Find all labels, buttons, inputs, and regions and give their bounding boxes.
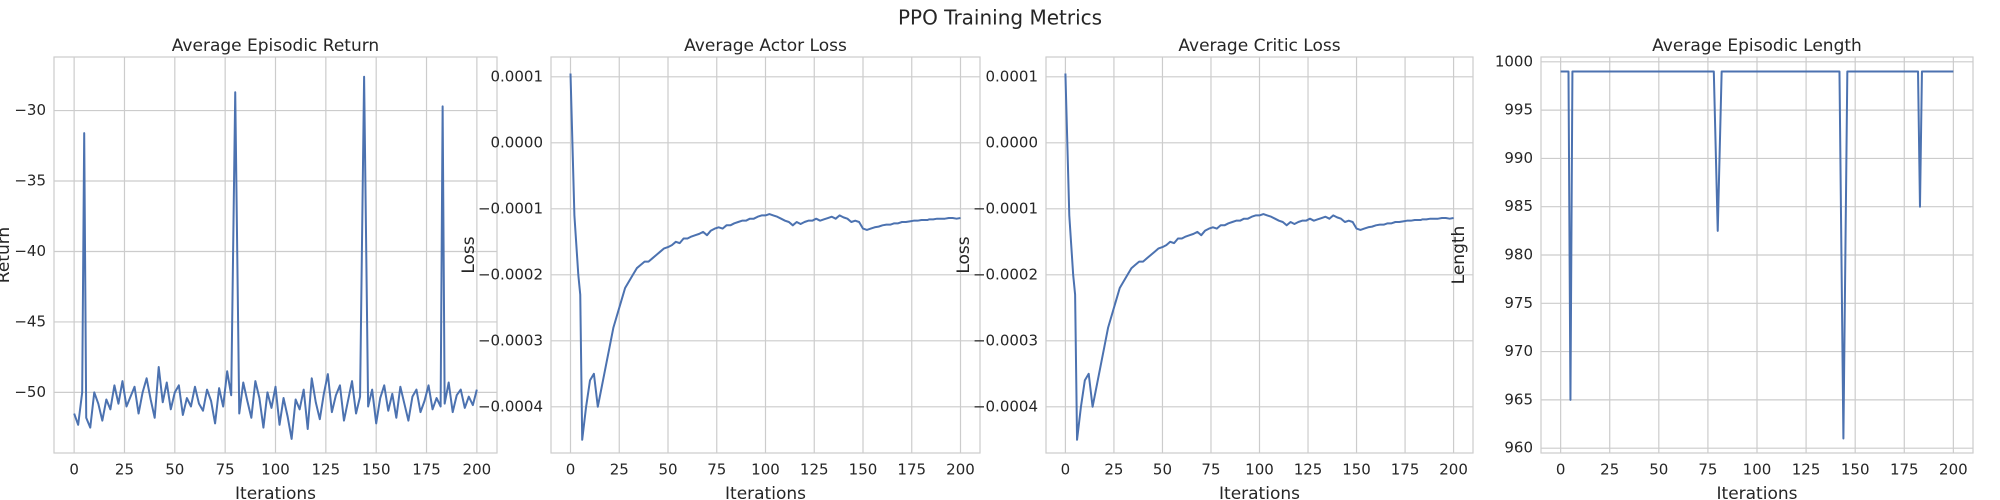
data-line [569, 73, 961, 441]
data-line [1064, 73, 1454, 441]
x-tick-label: 25 [115, 461, 134, 479]
x-tick-label: 50 [658, 461, 677, 479]
x-tick-label: 150 [849, 461, 878, 479]
x-tick-label: 175 [1391, 461, 1420, 479]
x-tick-label: 0 [566, 461, 576, 479]
x-tick-label: 150 [1841, 461, 1870, 479]
x-axis-label: Iterations [1219, 484, 1300, 500]
y-tick-label: 960 [1504, 439, 1533, 457]
y-tick-label: −30 [14, 101, 46, 119]
y-tick-label: 975 [1504, 294, 1533, 312]
x-tick-label: 25 [1104, 461, 1123, 479]
x-tick-label: 200 [1439, 461, 1468, 479]
x-tick-label: 75 [1698, 461, 1717, 479]
y-tick-label: 965 [1504, 390, 1533, 408]
y-tick-label: 990 [1504, 149, 1533, 167]
chart-title: Average Actor Loss [684, 36, 847, 56]
y-axis-label: Length [1449, 226, 1469, 285]
y-tick-label: −0.0002 [478, 265, 543, 283]
x-tick-label: 75 [216, 461, 235, 479]
y-axis-label: Return [0, 227, 14, 283]
y-tick-label: −0.0002 [973, 265, 1038, 283]
y-tick-label: 0.0000 [986, 133, 1039, 151]
x-tick-label: 50 [1153, 461, 1172, 479]
x-tick-label: 175 [1890, 461, 1919, 479]
y-tick-label: −35 [14, 172, 46, 190]
x-tick-label: 0 [1061, 461, 1071, 479]
data-line [1560, 70, 1954, 440]
y-axis-label: Loss [459, 236, 479, 273]
y-tick-label: −50 [14, 383, 46, 401]
y-tick-label: −0.0003 [478, 331, 543, 349]
y-tick-label: 985 [1504, 197, 1533, 215]
x-tick-label: 200 [946, 461, 975, 479]
x-tick-label: 100 [1743, 461, 1772, 479]
x-tick-label: 25 [610, 461, 629, 479]
x-tick-label: 175 [412, 461, 441, 479]
x-axis-label: Iterations [235, 484, 316, 500]
y-tick-label: 980 [1504, 246, 1533, 264]
x-tick-label: 50 [165, 461, 184, 479]
x-tick-label: 125 [1294, 461, 1323, 479]
x-axis-label: Iterations [1717, 484, 1798, 500]
y-tick-label: −0.0001 [973, 199, 1038, 217]
x-tick-label: 125 [800, 461, 829, 479]
y-tick-label: −40 [14, 242, 46, 260]
y-tick-label: 0.0001 [491, 67, 544, 85]
x-axis-label: Iterations [725, 484, 806, 500]
y-tick-label: −0.0001 [478, 199, 543, 217]
figure-title: PPO Training Metrics [898, 6, 1102, 30]
x-tick-label: 100 [1245, 461, 1274, 479]
y-axis-label: Loss [954, 236, 974, 273]
chart-title: Average Episodic Length [1652, 36, 1862, 56]
x-tick-label: 0 [69, 461, 79, 479]
x-tick-label: 100 [261, 461, 290, 479]
x-tick-label: 125 [1792, 461, 1821, 479]
data-line [73, 75, 478, 440]
x-tick-label: 75 [707, 461, 726, 479]
x-tick-label: 200 [463, 461, 492, 479]
x-tick-label: 75 [1201, 461, 1220, 479]
x-tick-label: 125 [312, 461, 341, 479]
y-tick-label: −0.0004 [478, 397, 543, 415]
y-tick-label: −0.0003 [973, 331, 1038, 349]
y-tick-label: 995 [1504, 101, 1533, 119]
y-tick-label: 0.0000 [491, 133, 544, 151]
y-tick-label: 1000 [1495, 52, 1533, 70]
y-tick-label: 0.0001 [986, 67, 1039, 85]
chart-title: Average Episodic Return [172, 36, 379, 56]
x-tick-label: 175 [897, 461, 926, 479]
x-tick-label: 100 [751, 461, 780, 479]
y-tick-label: −0.0004 [973, 397, 1038, 415]
x-tick-label: 200 [1939, 461, 1968, 479]
x-tick-label: 150 [362, 461, 391, 479]
x-tick-label: 25 [1600, 461, 1619, 479]
y-tick-label: −45 [14, 312, 46, 330]
chart-title: Average Critic Loss [1178, 36, 1340, 56]
y-tick-label: 970 [1504, 342, 1533, 360]
x-tick-label: 150 [1342, 461, 1371, 479]
x-tick-label: 50 [1649, 461, 1668, 479]
x-tick-label: 0 [1556, 461, 1566, 479]
